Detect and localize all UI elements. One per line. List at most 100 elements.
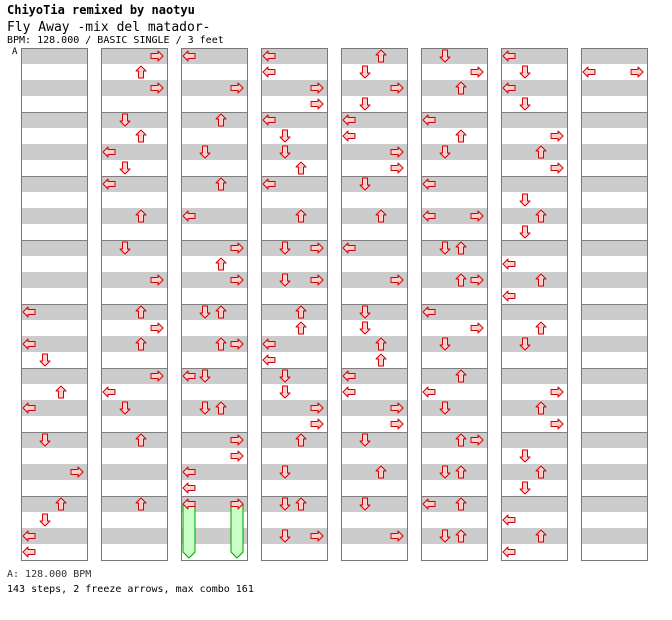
- down-arrow: [279, 129, 291, 143]
- right-arrow: [310, 418, 324, 430]
- up-arrow: [535, 209, 547, 223]
- up-arrow: [295, 209, 307, 223]
- left-arrow: [342, 370, 356, 382]
- up-arrow: [535, 145, 547, 159]
- left-arrow: [262, 66, 276, 78]
- left-arrow: [502, 290, 516, 302]
- up-arrow: [55, 385, 67, 399]
- left-arrow: [102, 146, 116, 158]
- down-arrow: [359, 497, 371, 511]
- left-arrow: [262, 338, 276, 350]
- left-arrow: [582, 66, 596, 78]
- left-arrow: [342, 386, 356, 398]
- up-arrow: [455, 241, 467, 255]
- right-arrow: [230, 274, 244, 286]
- right-arrow: [150, 82, 164, 94]
- down-arrow: [439, 465, 451, 479]
- down-arrow: [439, 49, 451, 63]
- up-arrow: [215, 177, 227, 191]
- up-arrow: [375, 209, 387, 223]
- right-arrow: [310, 530, 324, 542]
- up-arrow: [375, 49, 387, 63]
- right-arrow: [230, 498, 244, 510]
- up-arrow: [55, 497, 67, 511]
- right-arrow: [310, 242, 324, 254]
- right-arrow: [390, 82, 404, 94]
- left-arrow: [262, 114, 276, 126]
- right-arrow: [230, 338, 244, 350]
- right-arrow: [150, 274, 164, 286]
- up-arrow: [375, 353, 387, 367]
- down-arrow: [199, 145, 211, 159]
- down-arrow: [279, 145, 291, 159]
- song-title: ChiyoTia remixed by naotyu: [7, 3, 195, 17]
- right-arrow: [470, 210, 484, 222]
- up-arrow: [135, 305, 147, 319]
- left-arrow: [262, 178, 276, 190]
- left-arrow: [502, 258, 516, 270]
- left-arrow: [22, 402, 36, 414]
- up-arrow: [535, 401, 547, 415]
- down-arrow: [359, 321, 371, 335]
- chart-column: [261, 48, 328, 561]
- left-arrow: [342, 130, 356, 142]
- up-arrow: [135, 65, 147, 79]
- up-arrow: [455, 465, 467, 479]
- right-arrow: [390, 162, 404, 174]
- up-arrow: [535, 465, 547, 479]
- left-arrow: [182, 50, 196, 62]
- up-arrow: [535, 321, 547, 335]
- down-arrow: [199, 305, 211, 319]
- left-arrow: [22, 306, 36, 318]
- left-arrow: [422, 386, 436, 398]
- left-arrow: [22, 530, 36, 542]
- down-arrow: [119, 241, 131, 255]
- up-arrow: [215, 401, 227, 415]
- left-arrow: [502, 82, 516, 94]
- down-arrow: [519, 449, 531, 463]
- left-arrow: [102, 386, 116, 398]
- up-arrow: [135, 433, 147, 447]
- down-arrow: [519, 225, 531, 239]
- right-arrow: [310, 82, 324, 94]
- right-arrow: [150, 322, 164, 334]
- up-arrow: [455, 529, 467, 543]
- right-arrow: [550, 418, 564, 430]
- down-arrow: [439, 529, 451, 543]
- up-arrow: [215, 257, 227, 271]
- down-arrow: [359, 177, 371, 191]
- left-arrow: [502, 50, 516, 62]
- left-arrow: [342, 242, 356, 254]
- chart-column: [421, 48, 488, 561]
- left-arrow: [422, 306, 436, 318]
- right-arrow: [230, 434, 244, 446]
- down-arrow: [279, 497, 291, 511]
- right-arrow: [390, 530, 404, 542]
- up-arrow: [455, 433, 467, 447]
- chart-column: [101, 48, 168, 561]
- left-arrow: [422, 498, 436, 510]
- down-arrow: [119, 161, 131, 175]
- chart-info: BPM: 128.000 / BASIC SINGLE / 3 feet: [7, 35, 224, 46]
- up-arrow: [295, 305, 307, 319]
- up-arrow: [455, 497, 467, 511]
- down-arrow: [279, 369, 291, 383]
- left-arrow: [262, 354, 276, 366]
- right-arrow: [550, 386, 564, 398]
- left-arrow: [22, 338, 36, 350]
- right-arrow: [150, 50, 164, 62]
- right-arrow: [230, 450, 244, 462]
- right-arrow: [390, 402, 404, 414]
- left-arrow: [262, 50, 276, 62]
- down-arrow: [39, 433, 51, 447]
- freeze-arrow: [182, 503, 196, 559]
- right-arrow: [310, 402, 324, 414]
- down-arrow: [119, 113, 131, 127]
- left-arrow: [182, 498, 196, 510]
- bpm-marker-label: A: [12, 47, 18, 57]
- chart-column: [581, 48, 648, 561]
- right-arrow: [390, 418, 404, 430]
- down-arrow: [279, 241, 291, 255]
- down-arrow: [359, 65, 371, 79]
- down-arrow: [279, 465, 291, 479]
